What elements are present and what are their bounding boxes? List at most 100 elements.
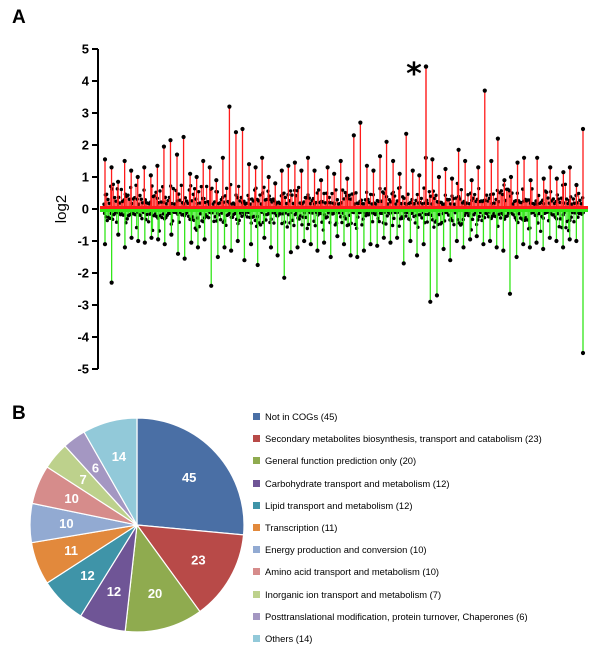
- negative-spike-point: [494, 245, 499, 250]
- negative-point: [346, 223, 351, 227]
- positive-spike-point: [397, 171, 402, 176]
- positive-spike-point: [377, 154, 383, 159]
- positive-spike-point: [332, 171, 337, 176]
- negative-point: [538, 229, 543, 233]
- positive-spike-point: [554, 176, 559, 181]
- positive-spike-point: [443, 166, 448, 172]
- positive-spike-point: [410, 168, 415, 173]
- negative-point: [440, 220, 444, 225]
- positive-point: [204, 184, 209, 189]
- positive-point: [422, 186, 426, 190]
- negative-point: [325, 215, 329, 219]
- positive-spike-point: [286, 163, 291, 168]
- negative-spike-point: [149, 235, 154, 240]
- positive-point: [104, 192, 109, 197]
- positive-point: [472, 192, 477, 197]
- negative-spike-point: [229, 248, 234, 253]
- legend-item: Energy production and conversion (10): [253, 544, 598, 566]
- positive-point: [139, 197, 144, 201]
- pie-slice-label: 12: [107, 584, 121, 599]
- positive-point: [536, 193, 541, 198]
- pie-slice-label: 20: [148, 586, 162, 601]
- positive-point: [491, 192, 496, 196]
- positive-spike-point: [338, 158, 343, 164]
- negative-spike-point: [408, 238, 413, 244]
- panel-label-b: B: [12, 403, 26, 424]
- pie-legend: Not in COGs (45) Secondary metabolites bi…: [253, 411, 598, 655]
- negative-point: [206, 215, 211, 220]
- negative-spike-point: [116, 232, 121, 237]
- negative-spike-point: [308, 242, 313, 247]
- log2-lollipop-chart: * 5 4 3 2 1 0 -1 -2 -3 -4 -5 log2: [53, 42, 588, 377]
- negative-spike-point: [375, 243, 380, 248]
- positive-point: [415, 192, 420, 197]
- legend-swatch: [253, 435, 260, 443]
- positive-spike-point: [561, 170, 566, 175]
- positive-point: [340, 188, 345, 192]
- positive-point: [288, 189, 293, 193]
- positive-point: [176, 192, 181, 196]
- positive-point: [402, 196, 406, 200]
- negative-point: [240, 214, 244, 218]
- positive-point: [327, 195, 332, 200]
- negative-spike-point: [268, 245, 274, 250]
- negative-spike-point: [534, 240, 539, 245]
- positive-spike-point: [299, 168, 304, 173]
- negative-spike-point: [109, 280, 114, 285]
- negative-point: [306, 222, 311, 227]
- legend-item: Secondary metabolites biosynthesis, tran…: [253, 433, 598, 455]
- positive-spike-point: [194, 174, 199, 180]
- negative-spike-point: [195, 245, 201, 250]
- positive-spike-point: [358, 120, 363, 125]
- negative-spike-point: [262, 235, 267, 240]
- negative-point: [498, 216, 503, 220]
- legend-item: Inorganic ion transport and metabolism (…: [253, 589, 598, 611]
- asterisk-annotation: *: [406, 57, 422, 92]
- negative-point: [404, 214, 408, 218]
- negative-spike-point: [514, 254, 519, 260]
- positive-spike-point: [521, 155, 527, 160]
- legend-swatch: [253, 413, 260, 420]
- negative-spike-point: [554, 238, 559, 244]
- positive-point: [484, 193, 489, 197]
- positive-spike-point: [391, 158, 396, 164]
- negative-point: [146, 220, 151, 224]
- negative-spike-point: [295, 245, 300, 250]
- positive-point: [551, 197, 556, 201]
- pie-slice-label: 45: [182, 470, 196, 485]
- negative-point: [285, 225, 289, 229]
- positive-spike-point: [246, 162, 252, 167]
- legend-swatch: [253, 546, 260, 554]
- positive-point: [199, 184, 204, 189]
- negative-spike-point: [122, 245, 128, 250]
- negative-spike-point: [156, 237, 161, 242]
- negative-spike-point: [448, 258, 453, 263]
- pie-slice-label: 6: [92, 460, 99, 475]
- positive-spike-point: [233, 130, 239, 135]
- positive-spike-point: [489, 158, 494, 164]
- negative-spike-point: [248, 242, 254, 247]
- negative-point: [280, 221, 284, 226]
- legend-label: Inorganic ion transport and metabolism (…: [265, 588, 442, 600]
- positive-point: [419, 196, 424, 201]
- negative-spike-point: [481, 242, 486, 247]
- positive-spike-point: [404, 131, 409, 136]
- positive-spike-point: [574, 182, 579, 188]
- positive-spike-point: [463, 158, 468, 164]
- negative-point: [340, 220, 344, 225]
- negative-point: [392, 216, 396, 221]
- negative-point: [212, 219, 216, 224]
- positive-spike-point: [260, 155, 265, 160]
- positive-spike-point: [476, 165, 481, 170]
- positive-point: [578, 198, 582, 203]
- positive-spike-point: [345, 176, 350, 181]
- positive-spike-point: [292, 160, 297, 165]
- negative-point: [505, 214, 509, 218]
- positive-point: [224, 186, 229, 191]
- negative-spike-point: [401, 261, 406, 266]
- legend-item: Posttranslational modification, protein …: [253, 611, 598, 633]
- negative-spike-point: [136, 238, 141, 244]
- positive-spike-point: [188, 171, 193, 176]
- positive-spike-point: [312, 168, 317, 173]
